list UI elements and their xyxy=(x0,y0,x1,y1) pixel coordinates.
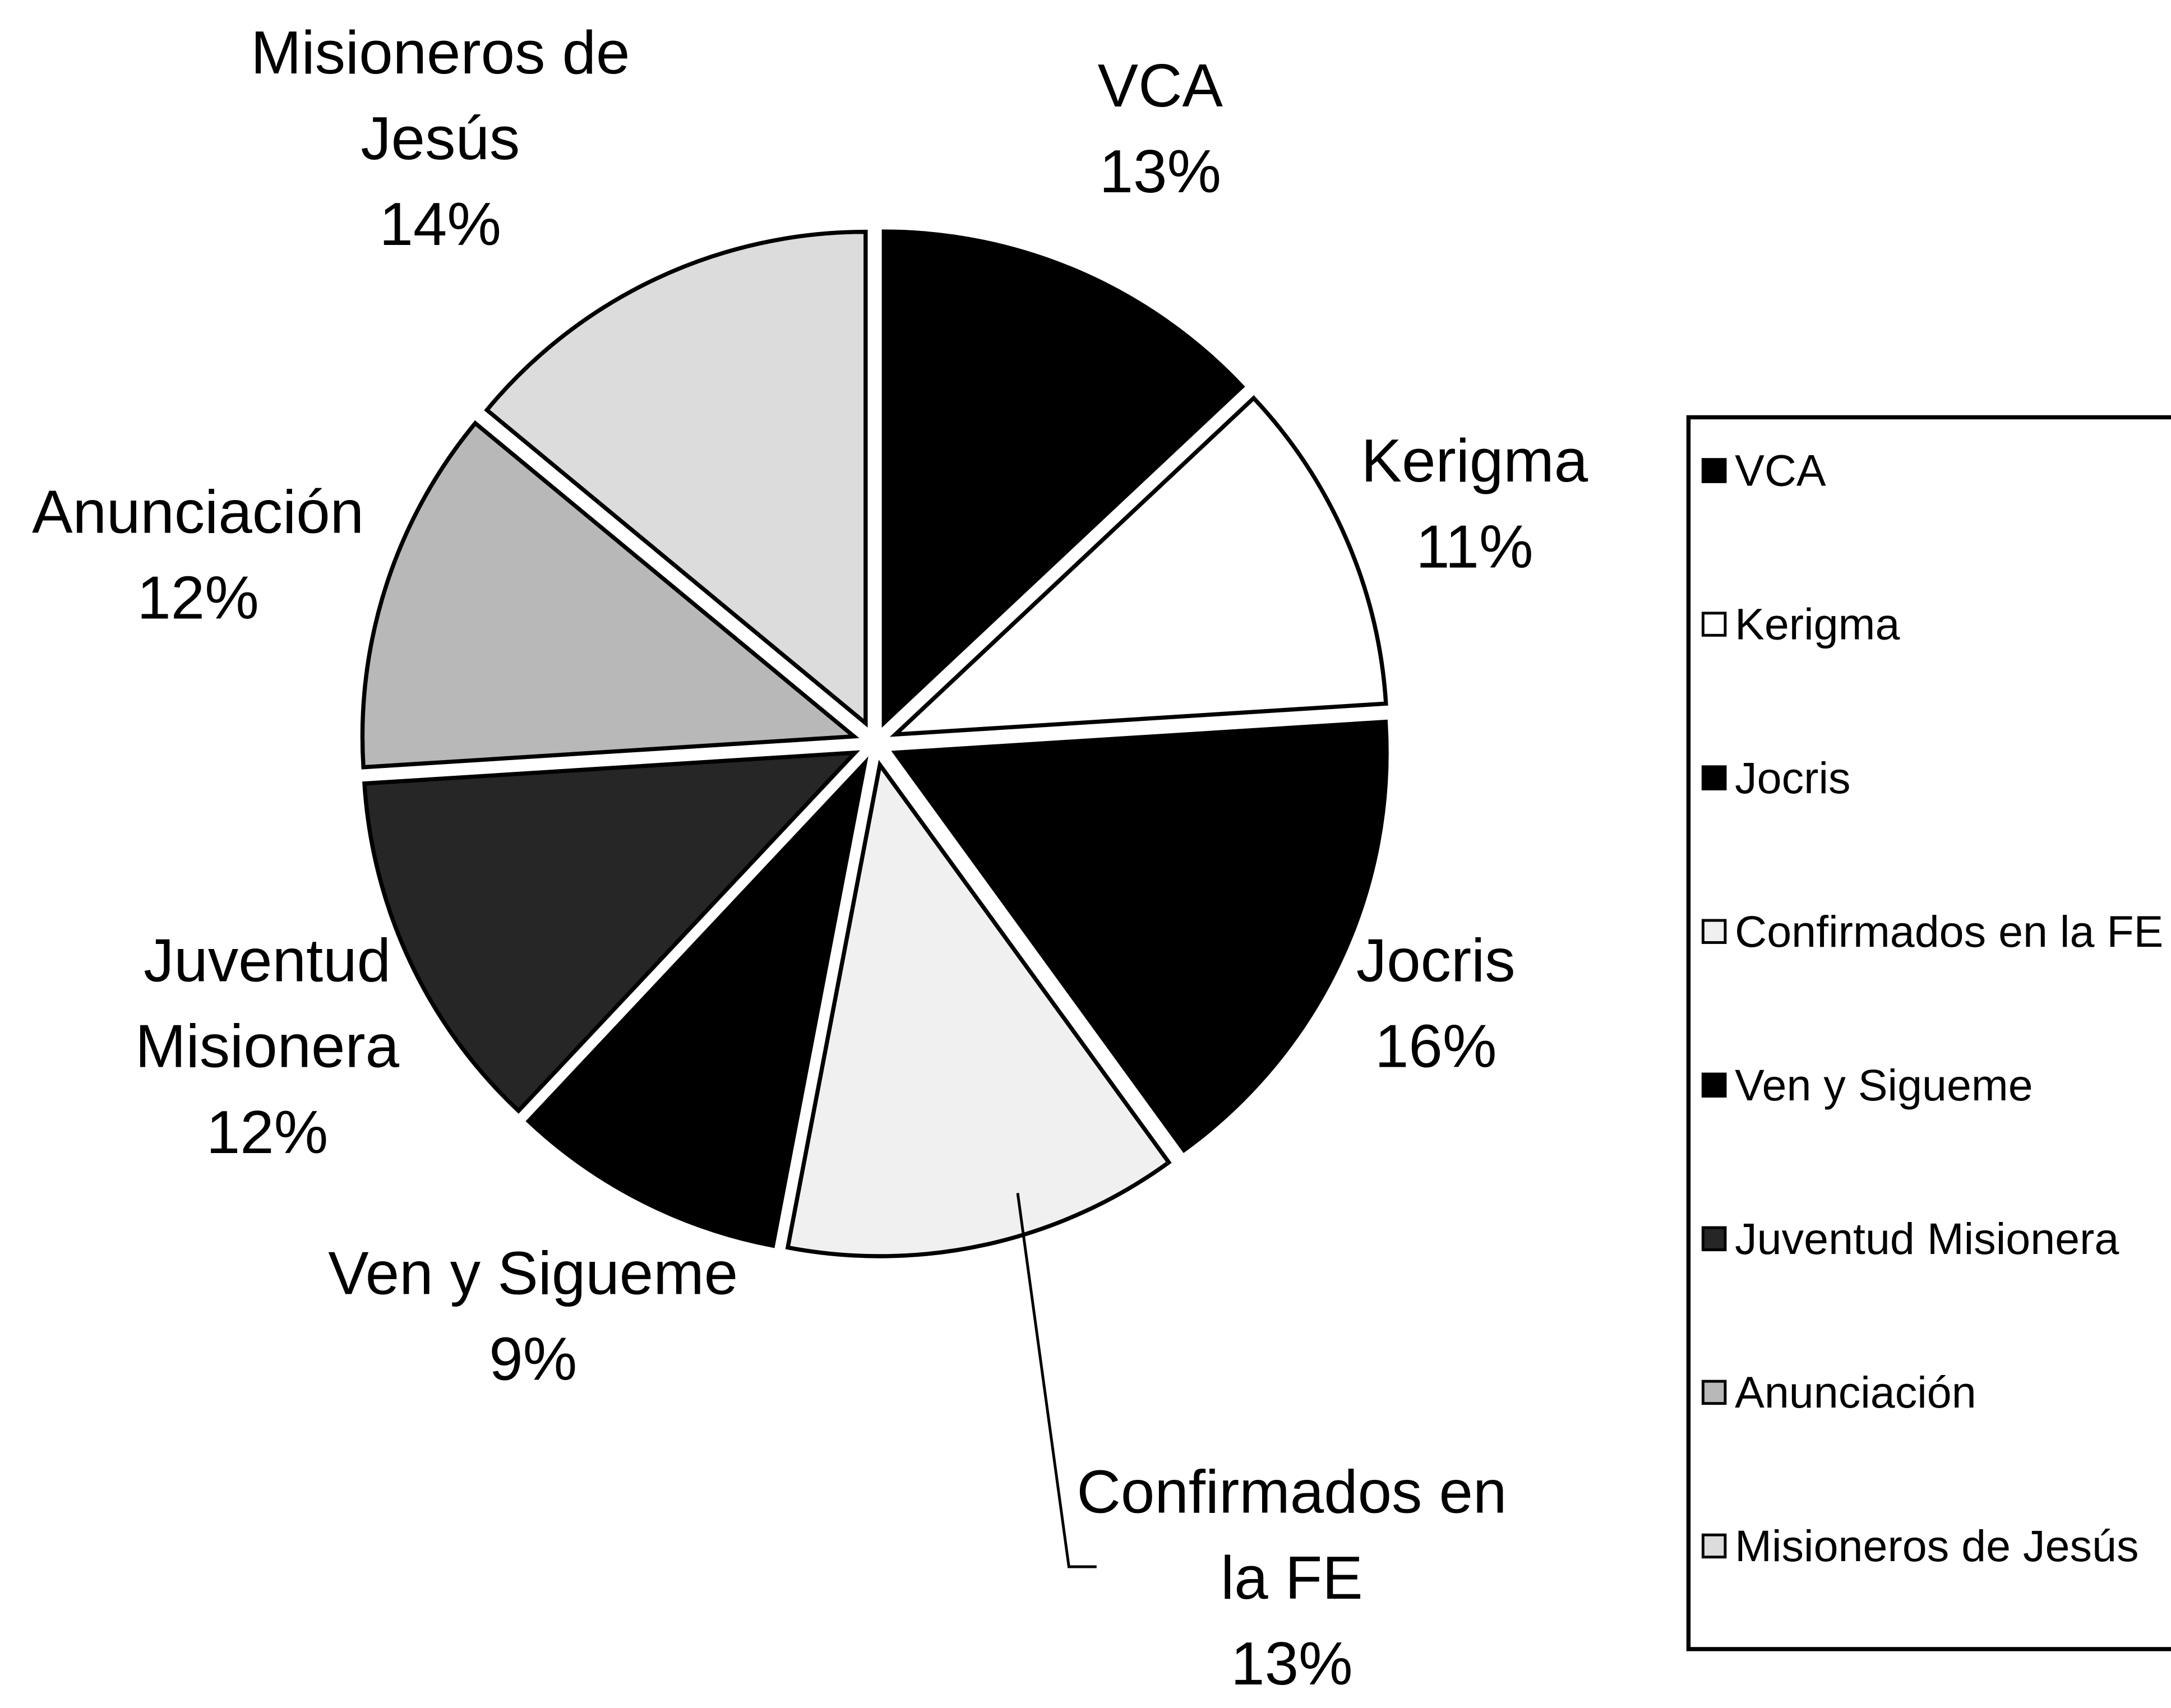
slice-label: Anunciación 12% xyxy=(0,470,419,642)
legend-swatch xyxy=(1701,1533,1727,1559)
pie-slice xyxy=(785,760,1172,1258)
legend-swatch xyxy=(1701,458,1727,483)
legend-swatch xyxy=(1701,1226,1727,1252)
value-label: 13% xyxy=(1231,1630,1353,1698)
legend-swatch xyxy=(1701,612,1727,637)
legend-label: VCA xyxy=(1735,446,1826,496)
legend-entry: Misioneros de Jesús xyxy=(1701,1517,2171,1575)
legend-entry: Jocris xyxy=(1701,749,2171,807)
pie-slice xyxy=(484,229,868,728)
legend-label: Kerigma xyxy=(1735,599,1900,650)
category-label: Anunciación xyxy=(32,479,364,547)
category-label: Confirmados en la FE xyxy=(1077,1459,1507,1613)
pie-slice xyxy=(881,229,1245,728)
legend-label: Ven y Sigueme xyxy=(1735,1060,2033,1110)
value-label: 14% xyxy=(379,191,501,259)
pie-slice xyxy=(362,750,861,1114)
pie-slice xyxy=(889,395,1388,737)
legend-entry: Ven y Sigueme xyxy=(1701,1056,2171,1114)
leader-line xyxy=(1016,1193,1097,1568)
legend-label: Anunciación xyxy=(1735,1367,1976,1418)
category-label: Jocris xyxy=(1356,927,1516,996)
legend-swatch xyxy=(1701,919,1727,944)
legend-label: Confirmados en la FE xyxy=(1735,906,2164,957)
legend-swatch xyxy=(1701,1072,1727,1098)
legend-entry: Juventud Misionera xyxy=(1701,1210,2171,1268)
category-label: Misioneros de Jesús xyxy=(251,19,630,173)
slice-label: Kerigma 11% xyxy=(1253,419,1696,591)
legend-entry: Kerigma xyxy=(1701,595,2171,654)
legend-swatch xyxy=(1701,765,1727,790)
slice-label: Misioneros de Jesús 14% xyxy=(219,11,662,269)
legend-entry: Anunciación xyxy=(1701,1363,2171,1422)
legend-label: Juventud Misionera xyxy=(1735,1214,2119,1264)
category-label: Ven y Sigueme xyxy=(328,1240,738,1308)
legend-label: Jocris xyxy=(1735,753,1851,803)
legend-swatch xyxy=(1701,1380,1727,1405)
value-label: 11% xyxy=(1416,513,1533,582)
value-label: 9% xyxy=(489,1326,578,1394)
value-label: 13% xyxy=(1099,138,1222,206)
pie-slice xyxy=(891,719,1389,1154)
value-label: 16% xyxy=(1374,1013,1497,1081)
legend: VCA Kerigma Jocris Confirmados en la FE Ven … xyxy=(1686,415,2171,1651)
legend-entry: VCA xyxy=(1701,442,2171,500)
slice-label: Juventud Misionera 12% xyxy=(45,919,488,1176)
value-label: 12% xyxy=(206,1099,329,1167)
value-label: 12% xyxy=(137,564,259,633)
legend-label: Misioneros de Jesús xyxy=(1735,1521,2139,1571)
legend-entry: Confirmados en la FE xyxy=(1701,902,2171,961)
category-label: Kerigma xyxy=(1361,427,1588,496)
pie-slice xyxy=(525,756,869,1248)
category-label: Juventud Misionera xyxy=(135,927,400,1081)
slice-label: Confirmados en la FE 13% xyxy=(1070,1451,1513,1708)
slice-label: VCA 13% xyxy=(939,44,1382,216)
slice-label: Ven y Sigueme 9% xyxy=(312,1232,755,1403)
category-label: VCA xyxy=(1097,52,1223,121)
slice-label: Jocris 16% xyxy=(1214,919,1657,1090)
pie-slice xyxy=(360,420,860,770)
